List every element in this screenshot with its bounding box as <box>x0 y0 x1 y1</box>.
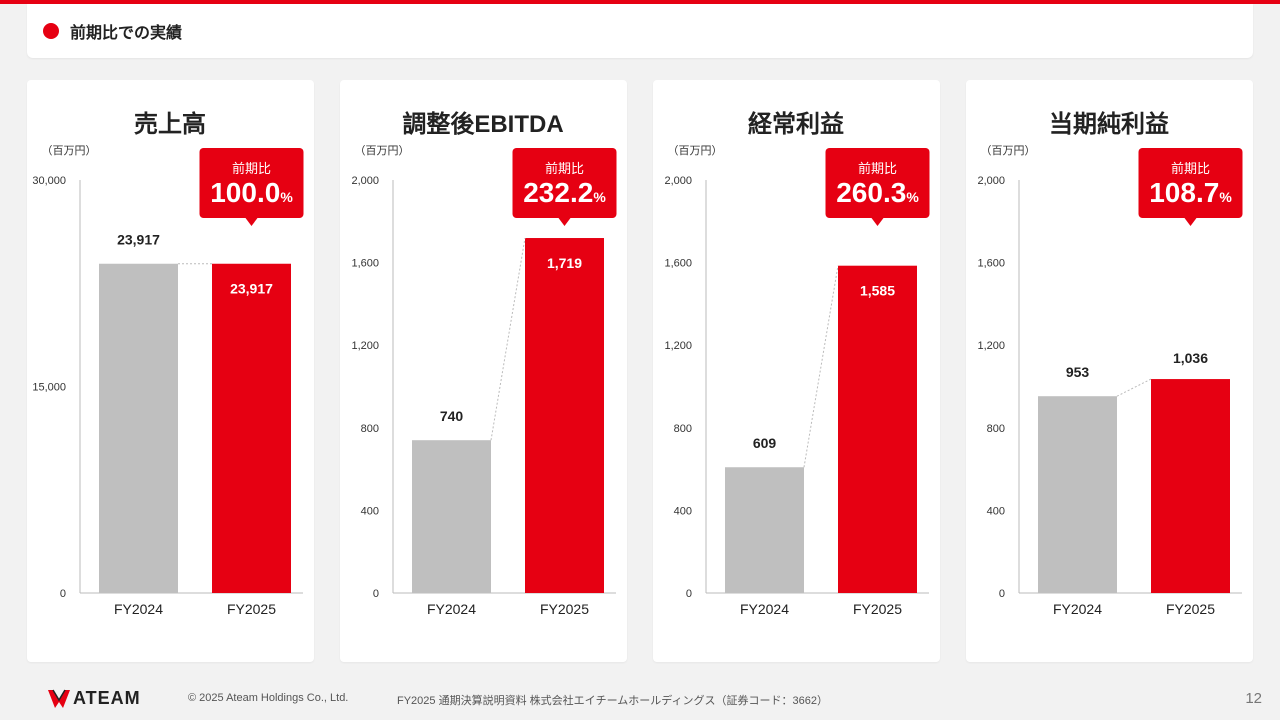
x-tick-label: FY2024 <box>1053 601 1102 617</box>
copyright-text: © 2025 Ateam Holdings Co., Ltd. <box>188 692 349 704</box>
top-accent-bar <box>0 0 1280 4</box>
bar-fy2024 <box>412 440 491 593</box>
bar-fy2024 <box>1038 396 1117 593</box>
y-tick-label: 1,200 <box>351 340 379 352</box>
y-tick-label: 0 <box>999 588 1005 600</box>
chart-card-ordinary-profit: 経常利益 （百万円） 0 400 800 1,200 1,600 2,000 FY2024 FY2… <box>653 80 940 662</box>
chart-title: 調整後EBITDA <box>402 110 563 138</box>
bar-fy2024 <box>725 467 804 593</box>
ratio-callout <box>1138 148 1243 218</box>
callout-pointer-icon <box>871 218 884 226</box>
bar-fy2025 <box>838 265 917 593</box>
ratio-callout <box>825 148 930 218</box>
document-title: FY2025 通期決算説明資料 株式会社エイチームホールディングス（証券コード：… <box>397 695 829 707</box>
y-tick-label: 400 <box>987 505 1005 517</box>
y-tick-label: 0 <box>686 588 692 600</box>
connector-line <box>1116 378 1152 397</box>
value-label: 1,036 <box>1173 350 1208 366</box>
y-tick-label: 800 <box>987 423 1005 435</box>
x-tick-label: FY2024 <box>114 601 163 617</box>
y-tick-label: 800 <box>674 423 692 435</box>
ratio-value: 232.2% <box>523 177 606 208</box>
connector-line <box>490 237 526 441</box>
ratio-value: 100.0% <box>210 177 293 208</box>
y-tick-label: 15,000 <box>32 382 66 394</box>
ratio-number: 232.2 <box>523 177 593 208</box>
x-tick-label: FY2024 <box>427 601 476 617</box>
y-tick-label: 1,600 <box>664 258 692 270</box>
y-tick-label: 1,600 <box>977 258 1005 270</box>
value-label: 23,917 <box>230 281 273 297</box>
chart-title: 売上高 <box>134 110 206 138</box>
section-title: 前期比での実績 <box>70 25 183 42</box>
chart-title: 当期純利益 <box>1049 110 1169 138</box>
ordinary-profit-chart: 経常利益 （百万円） 0 400 800 1,200 1,600 2,000 FY2024 FY2… <box>664 110 930 617</box>
y-tick-label: 1,600 <box>351 258 379 270</box>
callout-pointer-icon <box>245 218 258 226</box>
y-tick-label: 2,000 <box>351 175 379 187</box>
value-label: 740 <box>440 408 464 424</box>
x-tick-label: FY2024 <box>740 601 789 617</box>
value-label: 1,585 <box>860 283 895 299</box>
chart-card-ebitda: 調整後EBITDA （百万円） 0 400 800 1,200 1,600 2,000 FY20… <box>340 80 627 662</box>
company-logo: ATEAM <box>47 688 163 710</box>
section-header: 前期比での実績 <box>27 4 1253 58</box>
chart-card-net-income: 当期純利益 （百万円） 0 400 800 1,200 1,600 2,000 FY2024 FY… <box>966 80 1253 662</box>
ratio-unit: % <box>280 189 293 205</box>
value-label: 1,719 <box>547 255 582 271</box>
ratio-label: 前期比 <box>858 161 897 176</box>
ebitda-chart: 調整後EBITDA （百万円） 0 400 800 1,200 1,600 2,000 FY20… <box>351 110 617 617</box>
y-tick-label: 0 <box>373 588 379 600</box>
unit-label: （百万円） <box>355 144 410 157</box>
y-tick-label: 400 <box>674 505 692 517</box>
x-tick-label: FY2025 <box>853 601 902 617</box>
net-income-chart: 当期純利益 （百万円） 0 400 800 1,200 1,600 2,000 FY2024 FY… <box>977 110 1243 617</box>
y-tick-label: 800 <box>361 423 379 435</box>
ratio-number: 108.7 <box>1149 177 1219 208</box>
ratio-value: 108.7% <box>1149 177 1232 208</box>
ratio-label: 前期比 <box>545 161 584 176</box>
ratio-value: 260.3% <box>836 177 919 208</box>
unit-label: （百万円） <box>981 144 1036 157</box>
y-tick-label: 2,000 <box>977 175 1005 187</box>
ratio-callout <box>199 148 304 218</box>
callout-pointer-icon <box>1184 218 1197 226</box>
unit-label: （百万円） <box>668 144 723 157</box>
value-label: 609 <box>753 435 777 451</box>
value-label: 23,917 <box>117 232 160 248</box>
callout-pointer-icon <box>558 218 571 226</box>
chart-title: 経常利益 <box>748 110 844 138</box>
y-tick-label: 1,200 <box>977 340 1005 352</box>
bar-fy2025 <box>525 238 604 594</box>
connector-line <box>803 265 839 468</box>
logo-text: ATEAM <box>73 688 141 708</box>
unit-label: （百万円） <box>42 144 97 157</box>
ratio-unit: % <box>593 189 606 205</box>
x-tick-label: FY2025 <box>540 601 589 617</box>
x-tick-label: FY2025 <box>227 601 276 617</box>
footer: ATEAM © 2025 Ateam Holdings Co., Ltd. FY… <box>0 676 1280 720</box>
bar-fy2025 <box>212 263 291 593</box>
value-label: 953 <box>1066 364 1090 380</box>
ratio-label: 前期比 <box>232 161 271 176</box>
chart-card-revenue: 売上高 （百万円） 0 15,000 30,000 FY2024 FY2025 23,917 2… <box>27 80 314 662</box>
ratio-unit: % <box>906 189 919 205</box>
y-tick-label: 30,000 <box>32 175 66 187</box>
bar-fy2024 <box>99 263 178 593</box>
revenue-chart: 売上高 （百万円） 0 15,000 30,000 FY2024 FY2025 23,917 2… <box>32 110 304 617</box>
y-tick-label: 2,000 <box>664 175 692 187</box>
y-tick-label: 0 <box>60 588 66 600</box>
y-tick-label: 1,200 <box>664 340 692 352</box>
red-dot-icon <box>43 23 59 39</box>
ratio-label: 前期比 <box>1171 161 1210 176</box>
x-tick-label: FY2025 <box>1166 601 1215 617</box>
y-tick-label: 400 <box>361 505 379 517</box>
ratio-number: 260.3 <box>836 177 906 208</box>
ateam-logo-icon <box>48 689 70 708</box>
bar-fy2025 <box>1151 379 1230 593</box>
ratio-number: 100.0 <box>210 177 280 208</box>
ratio-callout <box>512 148 617 218</box>
page-number: 12 <box>1245 690 1262 707</box>
ratio-unit: % <box>1219 189 1232 205</box>
